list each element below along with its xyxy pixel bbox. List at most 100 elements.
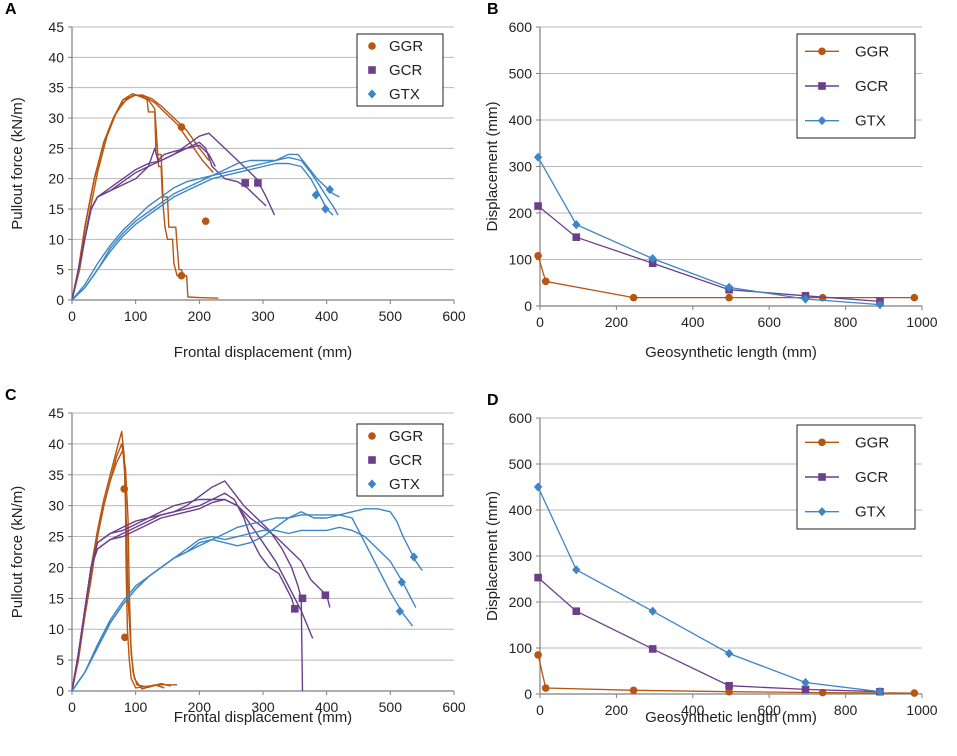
legend-swatch-gcr bbox=[818, 473, 826, 481]
data-point-gcr bbox=[298, 594, 307, 603]
y-tick-label: 15 bbox=[48, 590, 64, 606]
data-point-gtx bbox=[572, 565, 581, 575]
x-tick-label: 400 bbox=[315, 699, 339, 715]
y-tick-label: 25 bbox=[48, 529, 64, 545]
legend: GGR GCR GTX bbox=[796, 424, 916, 530]
data-point-ggr bbox=[725, 293, 733, 302]
y-tick-label: 300 bbox=[509, 548, 533, 564]
x-tick-label: 600 bbox=[758, 314, 782, 330]
data-point-gcr bbox=[725, 681, 733, 690]
data-point-gtx bbox=[724, 648, 734, 659]
y-tick-label: 400 bbox=[509, 112, 533, 128]
x-tick-label: 100 bbox=[124, 699, 148, 715]
legend: GGR GCR GTX bbox=[356, 423, 444, 497]
data-point-gtx bbox=[875, 300, 885, 310]
series-line-gtx bbox=[71, 526, 417, 692]
legend-swatch-gtx bbox=[367, 89, 377, 99]
chart-panel-c: 0 5 10 15 20 25 30 35 40 45 0 100 200 300 400 500 600 Fro… bbox=[5, 387, 466, 726]
panel-label: C bbox=[5, 387, 17, 404]
data-point-ggr bbox=[177, 271, 186, 280]
legend: GGR GCR GTX bbox=[356, 33, 444, 107]
x-axis-label: Geosynthetic length (mm) bbox=[645, 344, 817, 361]
x-tick-label: 400 bbox=[681, 314, 705, 330]
series-line-gcr bbox=[537, 577, 881, 693]
legend-swatch-ggr bbox=[368, 432, 376, 440]
y-tick-label: 0 bbox=[56, 292, 64, 308]
series-gtx bbox=[71, 526, 417, 692]
series-gcr bbox=[71, 498, 314, 692]
series-line-gtx bbox=[71, 153, 340, 301]
panel-label: B bbox=[487, 1, 499, 18]
series-line-gtx bbox=[537, 156, 881, 306]
panel-label: A bbox=[5, 1, 17, 18]
data-point-gtx bbox=[533, 482, 543, 492]
y-tick-label: 10 bbox=[48, 621, 64, 637]
series-line-gtx bbox=[71, 508, 423, 692]
x-tick-label: 500 bbox=[379, 699, 403, 715]
series-line-gcr bbox=[71, 498, 314, 692]
x-tick-label: 0 bbox=[68, 308, 76, 324]
series-line-gcr bbox=[71, 132, 276, 301]
data-point-ggr bbox=[910, 293, 919, 302]
x-tick-label: 600 bbox=[758, 702, 782, 718]
y-tick-label: 100 bbox=[509, 252, 533, 268]
x-tick-label: 400 bbox=[315, 308, 339, 324]
legend-label-gtx: GTX bbox=[389, 86, 420, 103]
data-point-ggr bbox=[121, 633, 129, 642]
legend-swatch-gcr bbox=[818, 82, 826, 90]
series-gtx bbox=[533, 482, 885, 697]
x-tick-label: 600 bbox=[442, 308, 466, 324]
data-point-gtx bbox=[801, 294, 810, 304]
data-point-gtx bbox=[875, 687, 885, 697]
series-gcr bbox=[71, 480, 307, 692]
x-axis-label: Geosynthetic length (mm) bbox=[645, 709, 817, 726]
y-tick-label: 200 bbox=[509, 205, 533, 221]
x-tick-label: 200 bbox=[605, 314, 629, 330]
x-tick-label: 1000 bbox=[906, 702, 937, 718]
series-gcr bbox=[71, 498, 331, 692]
data-point-gcr bbox=[648, 645, 657, 653]
y-tick-label: 10 bbox=[48, 231, 64, 247]
data-point-gcr bbox=[254, 179, 262, 187]
series-gtx bbox=[533, 152, 885, 310]
data-point-gcr bbox=[572, 607, 581, 615]
data-point-ggr bbox=[910, 689, 919, 697]
data-point-gtx bbox=[533, 152, 543, 162]
data-point-gtx bbox=[648, 606, 657, 616]
y-tick-label: 600 bbox=[509, 410, 533, 426]
x-tick-label: 0 bbox=[536, 702, 544, 718]
y-tick-label: 20 bbox=[48, 171, 64, 187]
x-tick-label: 0 bbox=[536, 314, 544, 330]
legend-swatch-gtx bbox=[367, 479, 377, 489]
series-line-gtx bbox=[71, 156, 339, 301]
data-point-gcr bbox=[572, 233, 581, 241]
y-tick-label: 300 bbox=[509, 159, 533, 175]
data-point-gtx bbox=[325, 184, 335, 195]
legend-swatch-ggr bbox=[818, 438, 826, 447]
x-axis-label: Frontal displacement (mm) bbox=[174, 344, 352, 361]
series-line-gcr bbox=[71, 480, 304, 692]
y-axis-label: Displacement (mm) bbox=[484, 101, 501, 231]
data-point-gtx bbox=[395, 606, 405, 616]
legend-label-gtx: GTX bbox=[855, 113, 886, 130]
data-point-gtx bbox=[648, 253, 657, 264]
data-point-gcr bbox=[648, 259, 657, 268]
data-point-gcr bbox=[801, 685, 810, 694]
chart-panel-b: 0 100 200 300 400 500 600 0 200 400 600 800 1000 Geos… bbox=[484, 1, 938, 361]
x-tick-label: 0 bbox=[68, 699, 76, 715]
series-gcr bbox=[534, 202, 884, 306]
data-point-ggr bbox=[541, 684, 550, 692]
series-gtx bbox=[71, 162, 334, 301]
series-gtx bbox=[71, 156, 339, 301]
legend-label-gtx: GTX bbox=[389, 476, 420, 493]
series-ggr bbox=[534, 651, 919, 697]
x-tick-label: 400 bbox=[681, 702, 705, 718]
series-line-ggr bbox=[71, 94, 181, 301]
data-point-ggr bbox=[818, 688, 827, 697]
legend-label-ggr: GGR bbox=[855, 43, 889, 60]
y-tick-label: 40 bbox=[48, 436, 64, 452]
legend-label-gtx: GTX bbox=[855, 504, 886, 521]
series-gcr bbox=[534, 573, 884, 696]
x-tick-label: 300 bbox=[251, 699, 275, 715]
